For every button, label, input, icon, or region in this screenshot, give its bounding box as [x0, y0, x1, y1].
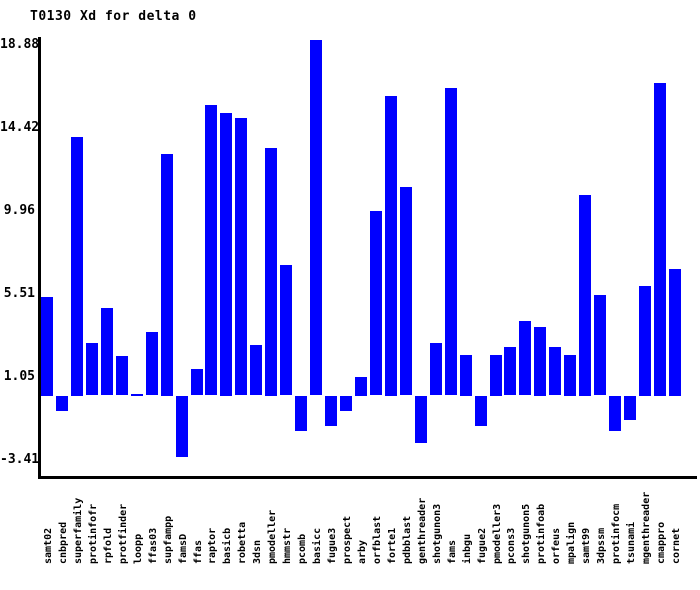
x-tick-label: pmodeller — [267, 509, 278, 564]
bar-fugue3 — [325, 396, 337, 426]
bar-superfamily — [71, 137, 83, 396]
x-tick-label: supfampp — [163, 515, 174, 564]
x-tick-label: 3dpssm — [596, 527, 607, 564]
chart-title: T0130 Xd for delta 0 — [30, 9, 197, 24]
x-tick-label: superfamily — [73, 497, 84, 564]
bar-orfeus — [549, 347, 561, 395]
bar-3dpssm — [594, 295, 606, 395]
bar-forte1 — [385, 96, 397, 396]
x-tick-label: protinfoab — [536, 503, 547, 564]
bar-ffas — [191, 369, 203, 395]
x-tick-label: cnbpred — [58, 521, 69, 564]
bar-genthreader — [415, 396, 427, 443]
x-tick-label: orfblast — [372, 515, 383, 564]
x-tick-label: basicc — [312, 527, 323, 564]
bar-famsD — [176, 396, 188, 457]
bar-samt99 — [579, 195, 591, 396]
x-tick-label: 3dsn — [252, 539, 263, 564]
x-tick-label: famsD — [178, 533, 189, 564]
x-tick-label: shotgunon5 — [521, 503, 532, 564]
x-tick-label: rpfold — [103, 527, 114, 564]
x-tick-label: prospect — [342, 515, 353, 564]
bar-supfampp — [161, 154, 173, 396]
bar-prospect — [340, 396, 352, 411]
x-tick-label: ffas — [193, 539, 204, 564]
bar-protfinder — [116, 356, 128, 395]
x-tick-label: inbgu — [462, 533, 473, 564]
x-tick-label: cmappro — [656, 521, 667, 564]
x-tick-label: orfeus — [551, 527, 562, 564]
bar-cornet — [669, 269, 681, 396]
x-tick-label: fugue3 — [327, 527, 338, 564]
y-tick-label: 9.96 — [3, 203, 35, 218]
bar-protinfocm — [609, 396, 621, 431]
bar-mpalign — [564, 355, 576, 396]
bar-arby — [355, 377, 367, 396]
x-tick-label: pdbblast — [402, 515, 413, 564]
y-axis-line — [38, 37, 41, 479]
x-tick-label: pcomb — [297, 533, 308, 564]
x-tick-label: protinfofr — [88, 503, 99, 564]
bar-samt02 — [41, 297, 53, 396]
x-tick-label: pcons3 — [506, 527, 517, 564]
x-tick-label: pmodeller3 — [492, 503, 503, 564]
bar-protinfoab — [534, 327, 546, 396]
x-tick-label: arby — [357, 539, 368, 564]
x-tick-label: loopp — [133, 533, 144, 564]
x-tick-label: ffas03 — [148, 527, 159, 564]
bar-rpfold — [101, 308, 113, 395]
bar-tsunami — [624, 396, 636, 420]
bar-inbgu — [460, 355, 472, 396]
bar-raptor — [205, 105, 217, 395]
bar-shotgunon3 — [430, 343, 442, 395]
bar-fams — [445, 88, 457, 395]
y-tick-label: -3.41 — [0, 452, 40, 467]
x-tick-label: shotgunon3 — [432, 503, 443, 564]
bar-protinfofr — [86, 343, 98, 395]
x-tick-label: raptor — [207, 527, 218, 564]
y-tick-label: 14.42 — [0, 120, 40, 135]
bar-basicc — [310, 40, 322, 395]
bar-cnbpred — [56, 396, 68, 411]
x-tick-label: hmmstr — [282, 527, 293, 564]
y-tick-label: 1.05 — [3, 369, 35, 384]
y-tick-label: 18.88 — [0, 37, 40, 52]
bar-shotgunon5 — [519, 321, 531, 395]
x-tick-label: basicb — [222, 527, 233, 564]
x-tick-label: fugue2 — [477, 527, 488, 564]
bar-pdbblast — [400, 187, 412, 395]
bar-hmmstr — [280, 265, 292, 395]
x-tick-label: protfinder — [118, 503, 129, 564]
x-tick-label: mgenthreader — [641, 491, 652, 564]
x-tick-label: fams — [447, 539, 458, 564]
bar-pcons3 — [504, 347, 516, 395]
bar-pmodeller — [265, 148, 277, 396]
bar-ffas03 — [146, 332, 158, 395]
bar-loopp — [131, 394, 143, 396]
bar-mgenthreader — [639, 286, 651, 396]
bar-fugue2 — [475, 396, 487, 426]
bar-3dsn — [250, 345, 262, 395]
x-tick-label: protinfocm — [611, 503, 622, 564]
x-tick-label: tsunami — [626, 521, 637, 564]
x-tick-label: cornet — [671, 527, 682, 564]
bar-pcomb — [295, 396, 307, 431]
bar-basicb — [220, 113, 232, 396]
x-tick-label: samt02 — [43, 527, 54, 564]
x-tick-label: genthreader — [417, 497, 428, 564]
bar-orfblast — [370, 211, 382, 395]
x-tick-label: mpalign — [566, 521, 577, 564]
x-axis-line — [38, 476, 697, 479]
x-tick-label: robetta — [237, 521, 248, 564]
bar-pmodeller3 — [490, 355, 502, 396]
x-tick-label: forte1 — [387, 527, 398, 564]
x-tick-label: samt99 — [581, 527, 592, 564]
bar-cmappro — [654, 83, 666, 396]
y-tick-label: 5.51 — [3, 286, 35, 301]
bar-robetta — [235, 118, 247, 395]
